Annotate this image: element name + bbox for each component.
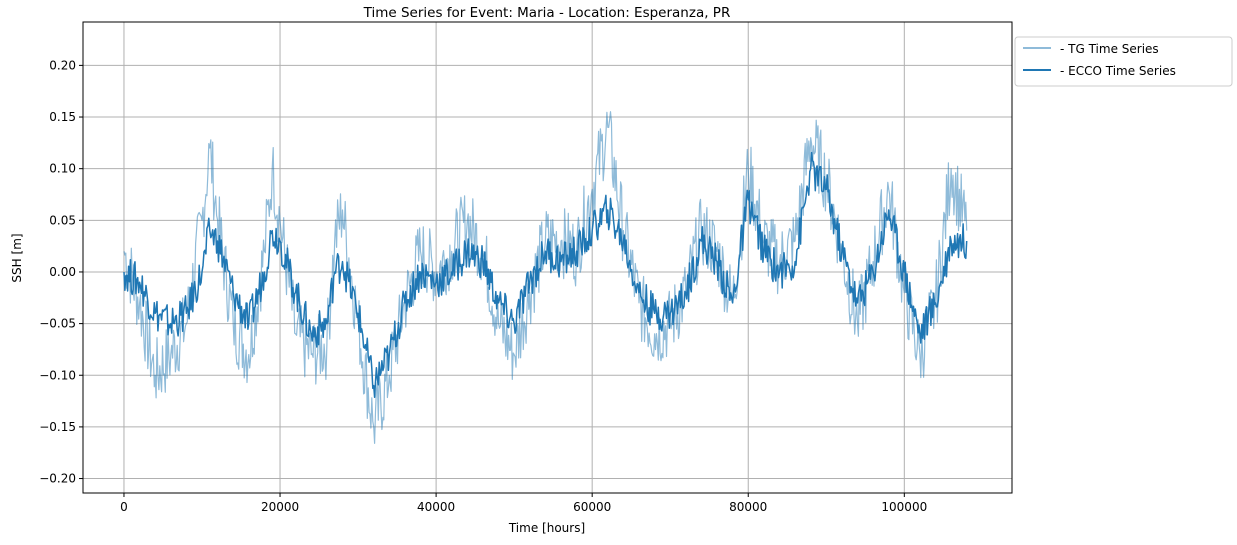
x-tick-label: 100000 [881,500,927,514]
legend-label-tg: - TG Time Series [1060,42,1159,56]
series-lines [123,111,968,444]
y-tick-label: 0.20 [49,58,76,72]
x-tick-label: 40000 [417,500,455,514]
x-tick-label: 80000 [729,500,767,514]
y-tick-label: −0.05 [39,317,76,331]
y-tick-label: 0.00 [49,265,76,279]
x-axis-label: Time [hours] [508,521,585,535]
axis-ticks: 0 20000 40000 60000 80000 100000 −0.20 −0.15 −0.… [39,58,927,514]
y-tick-label: 0.10 [49,162,76,176]
y-tick-label: −0.20 [39,472,76,486]
x-tick-label: 60000 [573,500,611,514]
y-tick-label: 0.15 [49,110,76,124]
chart-title: Time Series for Event: Maria - Location:… [363,5,731,21]
x-tick-label: 0 [120,500,128,514]
legend: - TG Time Series - ECCO Time Series [1014,36,1233,87]
y-tick-label: 0.05 [49,213,76,227]
y-axis-label: SSH [m] [10,233,24,282]
x-tick-label: 20000 [261,500,299,514]
plot-frame [82,21,1013,494]
y-tick-label: −0.10 [39,368,76,382]
tg-series-line [123,111,968,444]
legend-box [1014,36,1233,87]
y-tick-label: −0.15 [39,420,76,434]
ecco-series-line [123,151,968,399]
legend-label-ecco: - ECCO Time Series [1060,64,1176,78]
